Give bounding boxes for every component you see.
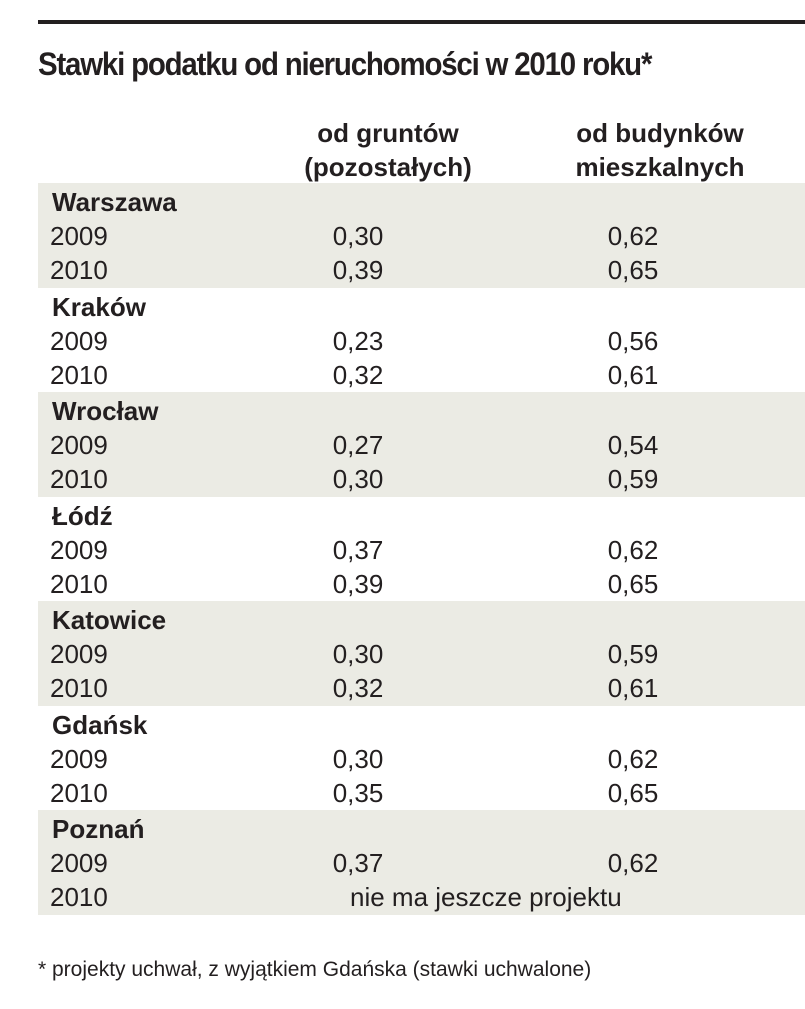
city-name: Wrocław [52, 396, 159, 426]
table-row: 2010 nie ma jeszcze projektu [38, 880, 805, 915]
year-cell: 2009 [50, 534, 108, 565]
grunty-value-cell: 0,39 [332, 568, 384, 599]
table-row: 2009 0,23 0,56 [38, 324, 805, 359]
budynki-value-cell: 0,62 [607, 221, 659, 251]
year-cell: 2009 [50, 430, 108, 460]
city-name: Katowice [52, 605, 167, 635]
year-cell: 2010 [50, 777, 108, 808]
table-row: 2010 0,30 0,59 [38, 462, 805, 497]
budynki-value-cell: 0,59 [607, 464, 659, 494]
grunty-value-cell: 0,37 [332, 848, 384, 878]
budynki-value-cell: 0,65 [607, 568, 659, 599]
grunty-value-cell: 0,32 [332, 673, 384, 703]
budynki-value-cell: 0,54 [607, 430, 659, 460]
city-block: Gdańsk 2009 0,30 0,62 2010 0,35 0,65 [38, 705, 805, 811]
column-header-budynki-line1: od budynków [576, 118, 744, 148]
budynki-value-cell: 0,62 [607, 743, 659, 774]
column-header-grunty-line2: (pozostałych) [304, 152, 472, 182]
city-name: Gdańsk [52, 709, 148, 740]
top-rule [38, 20, 805, 24]
table-row: 2009 0,30 0,59 [38, 637, 805, 672]
table-row: 2009 0,27 0,54 [38, 428, 805, 463]
year-cell: 2010 [50, 568, 108, 599]
budynki-value-cell: 0,65 [607, 255, 659, 285]
year-cell: 2010 [50, 673, 108, 703]
column-header-budynki-line2: mieszkalnych [575, 152, 745, 182]
city-block: Wrocław 2009 0,27 0,54 2010 0,30 0,59 [38, 392, 805, 497]
city-block: Poznań 2009 0,37 0,62 2010 nie ma jeszcze pro… [38, 810, 805, 915]
table-row: 2010 0,39 0,65 [38, 567, 805, 602]
grunty-value-cell: 0,32 [332, 359, 384, 390]
city-name: Warszawa [52, 187, 177, 217]
city-block: Kraków 2009 0,23 0,56 2010 0,32 0,61 [38, 287, 805, 393]
year-cell: 2010 [50, 882, 108, 912]
table-row: 2010 0,35 0,65 [38, 776, 805, 811]
table-row: 2010 0,32 0,61 [38, 671, 805, 706]
grunty-value-cell: 0,30 [332, 743, 384, 774]
year-cell: 2010 [50, 464, 108, 494]
year-cell: 2009 [50, 639, 108, 669]
note-cell: nie ma jeszcze projektu [350, 882, 622, 912]
grunty-value-cell: 0,30 [332, 221, 384, 251]
year-cell: 2010 [50, 359, 108, 390]
city-name: Kraków [52, 291, 146, 322]
table-row: 2009 0,37 0,62 [38, 533, 805, 568]
grunty-value-cell: 0,27 [332, 430, 384, 460]
budynki-value-cell: 0,61 [607, 673, 659, 703]
budynki-value-cell: 0,62 [607, 848, 659, 878]
budynki-value-cell: 0,56 [607, 325, 659, 356]
city-block: Katowice 2009 0,30 0,59 2010 0,32 0,61 [38, 601, 805, 706]
budynki-value-cell: 0,62 [607, 534, 659, 565]
year-cell: 2009 [50, 848, 108, 878]
tax-rate-table: Warszawa 2009 0,30 0,62 2010 0,39 0,65 Kraków 20… [38, 183, 805, 915]
grunty-value-cell: 0,35 [332, 777, 384, 808]
grunty-value-cell: 0,23 [332, 325, 384, 356]
year-cell: 2009 [50, 325, 108, 356]
column-header-budynki: od budynków mieszkalnych [555, 116, 765, 184]
city-name: Poznań [52, 814, 145, 844]
city-block: Warszawa 2009 0,30 0,62 2010 0,39 0,65 [38, 183, 805, 288]
column-header-grunty: od gruntów (pozostałych) [288, 116, 488, 184]
year-cell: 2009 [50, 221, 108, 251]
column-header-grunty-line1: od gruntów [317, 118, 459, 148]
city-block: Łódź 2009 0,37 0,62 2010 0,39 0,65 [38, 496, 805, 602]
table-row: 2009 0,30 0,62 [38, 219, 805, 254]
budynki-value-cell: 0,65 [607, 777, 659, 808]
footnote: * projekty uchwał, z wyjątkiem Gdańska (… [38, 958, 592, 981]
table-row: 2010 0,39 0,65 [38, 253, 805, 288]
table-row: 2009 0,30 0,62 [38, 742, 805, 777]
year-cell: 2009 [50, 743, 108, 774]
grunty-value-cell: 0,39 [332, 255, 384, 285]
grunty-value-cell: 0,37 [332, 534, 384, 565]
grunty-value-cell: 0,30 [332, 464, 384, 494]
grunty-value-cell: 0,30 [332, 639, 384, 669]
table-row: 2009 0,37 0,62 [38, 846, 805, 881]
budynki-value-cell: 0,59 [607, 639, 659, 669]
chart-title: Stawki podatku od nieruchomości w 2010 r… [38, 46, 652, 82]
budynki-value-cell: 0,61 [607, 359, 659, 390]
year-cell: 2010 [50, 255, 108, 285]
table-row: 2010 0,32 0,61 [38, 358, 805, 393]
city-name: Łódź [52, 500, 113, 531]
